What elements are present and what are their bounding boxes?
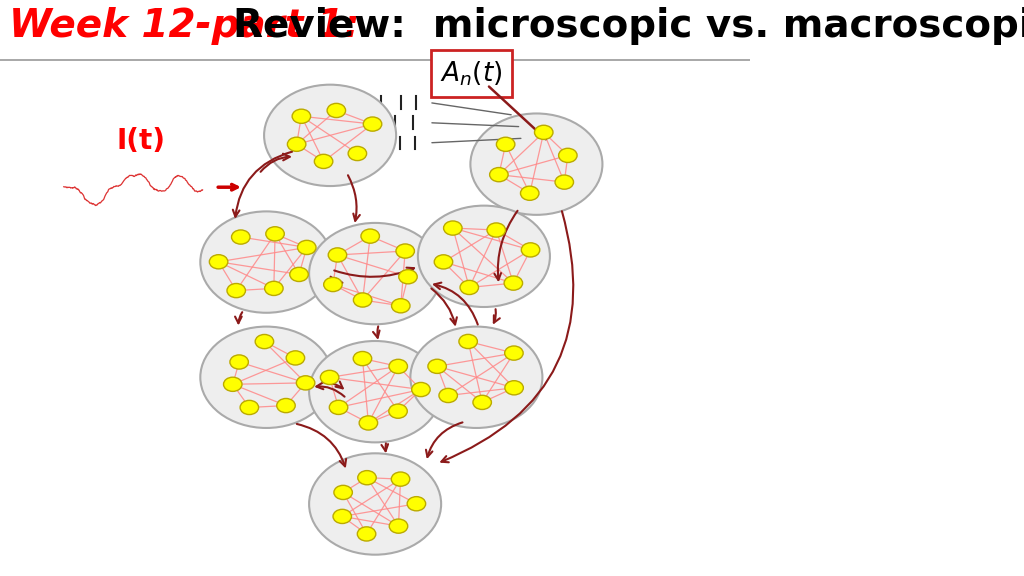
Circle shape [286,351,305,365]
Circle shape [333,509,351,524]
Circle shape [359,416,378,430]
Circle shape [360,229,380,243]
Circle shape [520,186,539,200]
Circle shape [411,327,543,428]
Circle shape [389,404,408,418]
Circle shape [412,382,430,397]
Circle shape [309,453,441,555]
Circle shape [329,248,347,262]
Circle shape [230,355,249,369]
Circle shape [209,255,227,269]
Circle shape [497,137,515,151]
Circle shape [264,281,283,295]
Circle shape [389,519,408,533]
Circle shape [489,168,508,182]
Circle shape [418,206,550,307]
Circle shape [364,117,382,131]
Circle shape [255,335,273,348]
Text: $A_n(t)$: $A_n(t)$ [440,59,503,88]
Circle shape [324,278,342,291]
Circle shape [327,103,345,118]
Circle shape [396,244,415,258]
Circle shape [314,154,333,169]
Circle shape [505,346,523,360]
Circle shape [434,255,453,269]
Circle shape [408,497,426,511]
Text: Week 12-part 1:: Week 12-part 1: [9,7,359,45]
Circle shape [439,388,458,403]
Circle shape [555,175,573,190]
Circle shape [505,381,523,395]
Text: I(t): I(t) [117,127,165,155]
Circle shape [391,299,410,313]
Circle shape [504,276,522,290]
Circle shape [428,359,446,373]
Circle shape [353,351,372,366]
Circle shape [292,109,310,123]
Circle shape [223,377,242,391]
Circle shape [473,395,492,410]
Circle shape [487,223,506,237]
Circle shape [443,221,462,235]
Circle shape [309,341,441,442]
Circle shape [231,230,250,244]
Circle shape [460,281,478,294]
Text: Review:  microscopic vs. macroscopic: Review: microscopic vs. macroscopic [206,7,1024,45]
Circle shape [391,472,410,486]
Circle shape [459,335,477,348]
Circle shape [398,270,417,284]
Circle shape [559,148,578,162]
Circle shape [266,227,285,241]
Circle shape [357,471,376,485]
Circle shape [330,400,348,415]
Circle shape [296,376,314,390]
Circle shape [227,283,246,298]
Circle shape [276,399,295,412]
Circle shape [535,125,553,139]
Circle shape [334,486,352,499]
Circle shape [298,240,316,255]
Circle shape [288,137,306,151]
Circle shape [389,359,408,373]
Circle shape [290,267,308,282]
Circle shape [309,223,441,324]
Circle shape [240,400,259,415]
Circle shape [357,527,376,541]
Circle shape [521,243,540,257]
Circle shape [470,113,602,215]
Circle shape [348,146,367,161]
Circle shape [321,370,339,385]
Circle shape [264,85,396,186]
Circle shape [201,211,333,313]
Circle shape [201,327,333,428]
Circle shape [353,293,372,307]
